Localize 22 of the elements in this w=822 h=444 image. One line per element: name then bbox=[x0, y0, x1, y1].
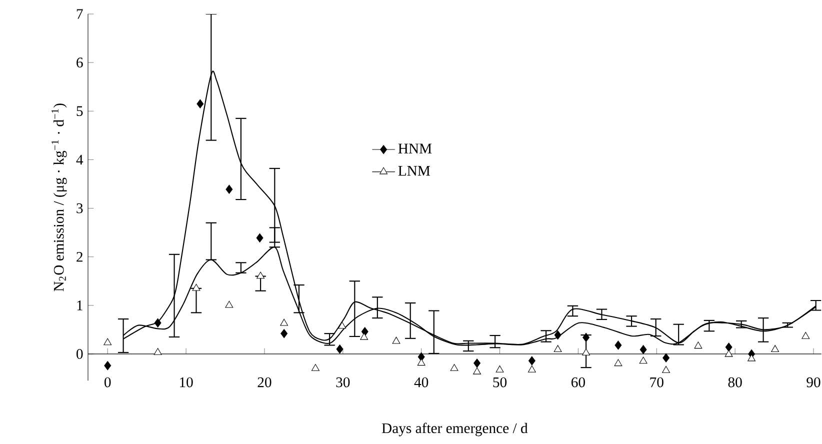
x-tick-label: 10 bbox=[180, 377, 193, 388]
x-tick-label: 30 bbox=[336, 377, 350, 388]
y-tick-label: 0 bbox=[76, 349, 83, 359]
y-tick-label: 5 bbox=[76, 106, 83, 116]
x-tick-label: 0 bbox=[104, 377, 111, 388]
x-tick-label: 70 bbox=[650, 377, 664, 388]
x-tick-label: 40 bbox=[414, 377, 428, 388]
legend-label: HNM bbox=[398, 144, 432, 154]
y-tick-label: 2 bbox=[76, 252, 82, 262]
y-tick-label: 1 bbox=[77, 300, 82, 310]
x-tick-label: 90 bbox=[806, 377, 820, 388]
y-tick-label: 7 bbox=[76, 9, 83, 19]
y-tick-label: 6 bbox=[76, 58, 83, 68]
x-tick-label: 20 bbox=[258, 377, 272, 388]
x-tick-label: 80 bbox=[728, 377, 742, 388]
x-axis-title: Days after emergence / d bbox=[382, 422, 528, 436]
y-tick-label: 4 bbox=[76, 154, 84, 165]
legend-label: LNM bbox=[398, 166, 430, 176]
x-tick-label: 60 bbox=[572, 377, 585, 388]
x-tick-label: 50 bbox=[493, 377, 507, 388]
y-axis-title: N$_{2}$O emission / (μg · kg$^{−1}$ · d$^{−1}$) bbox=[52, 104, 67, 292]
y-tick-label: 3 bbox=[76, 203, 83, 214]
